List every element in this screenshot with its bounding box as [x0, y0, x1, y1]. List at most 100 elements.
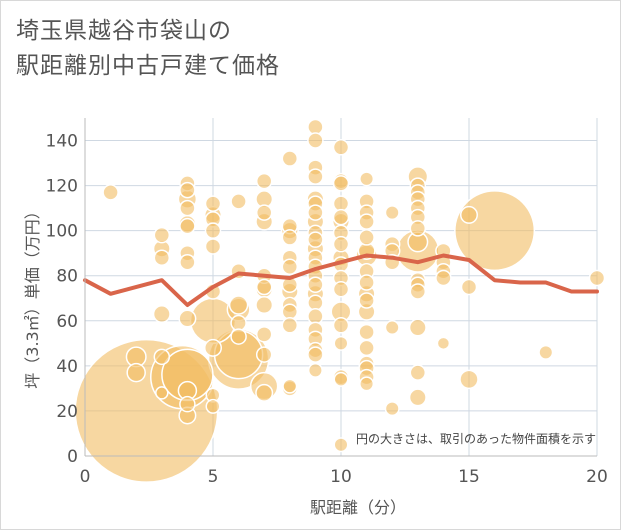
- data-bubble: [255, 383, 274, 402]
- data-bubble: [307, 308, 324, 325]
- y-axis-title: 坪（3.3㎡）単価（万円）: [23, 203, 42, 388]
- data-bubble: [204, 238, 222, 255]
- data-bubble: [307, 346, 324, 363]
- data-bubble: [408, 318, 427, 337]
- data-bubble: [384, 320, 400, 336]
- data-bubble: [255, 172, 273, 190]
- data-bubble: [255, 204, 273, 221]
- data-bubble: [332, 235, 350, 253]
- data-bubble: [228, 295, 249, 315]
- data-bubble: [358, 323, 375, 341]
- data-bubble: [435, 269, 452, 287]
- data-bubble: [307, 118, 324, 136]
- bubble-size-note: 円の大きさは、取引のあった物件面積を示す: [356, 431, 596, 446]
- data-bubble: [409, 220, 427, 237]
- data-bubble: [588, 269, 606, 287]
- data-bubble: [358, 339, 375, 357]
- data-bubble: [230, 193, 247, 210]
- data-bubble: [307, 276, 324, 293]
- y-tick-label: 140: [46, 132, 78, 152]
- x-tick-label: 10: [330, 467, 352, 487]
- data-bubble: [460, 205, 478, 224]
- data-bubble: [126, 362, 146, 383]
- data-bubble: [358, 292, 375, 309]
- data-bubble: [281, 303, 299, 321]
- data-bubble: [384, 401, 400, 417]
- data-bubble: [281, 317, 299, 334]
- data-bubble: [359, 171, 375, 187]
- average-price-line: [83, 253, 599, 307]
- data-bubble: [409, 364, 427, 381]
- data-bubble: [332, 139, 350, 156]
- data-bubble: [179, 217, 196, 235]
- x-tick-label: 0: [80, 467, 91, 487]
- data-bubble: [255, 278, 273, 296]
- data-bubble: [332, 195, 350, 212]
- data-bubble: [282, 378, 298, 394]
- data-bubble: [255, 346, 273, 363]
- bubble-series: [74, 118, 606, 483]
- y-tick-label: 40: [56, 357, 78, 377]
- y-tick-label: 0: [67, 447, 78, 467]
- data-bubble: [409, 283, 427, 300]
- data-bubble: [179, 181, 196, 199]
- data-bubble: [153, 226, 171, 244]
- chart-title: 埼玉県越谷市袋山の 駅距離別中古戸建て価格: [16, 18, 280, 79]
- data-bubble: [436, 336, 451, 351]
- data-bubble: [307, 294, 324, 312]
- data-bubble: [155, 386, 169, 400]
- data-bubble: [179, 395, 196, 413]
- y-tick-label: 60: [56, 312, 78, 332]
- data-bubble: [538, 344, 554, 360]
- data-bubble: [179, 199, 196, 217]
- data-bubble: [179, 253, 196, 271]
- data-bubble: [408, 388, 427, 407]
- y-tick-label: 20: [56, 402, 78, 422]
- average-line-series: [83, 253, 599, 307]
- data-bubble: [307, 168, 324, 185]
- data-bubble: [332, 281, 350, 298]
- data-bubble: [307, 362, 323, 378]
- data-bubble: [333, 371, 349, 387]
- data-bubble: [307, 132, 324, 149]
- data-bubble: [204, 222, 222, 239]
- data-bubble: [358, 229, 375, 246]
- data-bubble: [358, 274, 375, 291]
- x-tick-label: 20: [586, 467, 608, 487]
- data-bubble: [307, 204, 324, 221]
- data-bubble: [230, 314, 247, 332]
- data-bubble: [459, 369, 479, 390]
- axes: 0 5 10 15 20 0 20 40 60 80 100 120 140: [46, 118, 608, 487]
- data-bubble: [204, 338, 222, 357]
- data-bubble: [281, 258, 299, 275]
- data-bubble: [255, 296, 274, 315]
- y-tick-label: 80: [56, 267, 78, 287]
- x-axis-title: 駅距離（分）: [310, 498, 406, 517]
- data-bubble: [102, 184, 119, 201]
- data-bubble: [333, 437, 349, 453]
- data-bubble: [460, 278, 478, 296]
- data-bubble: [204, 195, 222, 212]
- data-bubble: [332, 317, 350, 334]
- data-bubble: [281, 229, 299, 246]
- data-bubble: [358, 213, 375, 230]
- data-bubble: [153, 249, 171, 266]
- y-tick-label: 100: [46, 222, 78, 242]
- data-bubble: [230, 328, 247, 345]
- data-bubble: [152, 305, 171, 324]
- data-bubble: [153, 348, 171, 366]
- data-bubble: [333, 335, 349, 351]
- data-bubble: [359, 376, 375, 392]
- data-bubble: [205, 398, 221, 414]
- data-bubble: [178, 309, 197, 328]
- y-tick-label: 120: [46, 177, 78, 197]
- data-bubble: [332, 175, 350, 192]
- x-tick-label: 15: [458, 467, 480, 487]
- data-bubble: [307, 231, 324, 248]
- data-bubble: [281, 150, 299, 167]
- data-bubble: [332, 208, 350, 226]
- x-tick-label: 5: [208, 467, 219, 487]
- data-bubble: [255, 326, 273, 343]
- data-bubble: [384, 205, 400, 221]
